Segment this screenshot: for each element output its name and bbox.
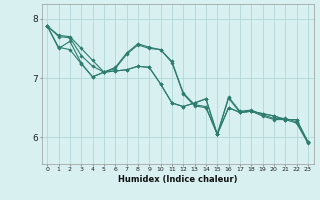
X-axis label: Humidex (Indice chaleur): Humidex (Indice chaleur)	[118, 175, 237, 184]
